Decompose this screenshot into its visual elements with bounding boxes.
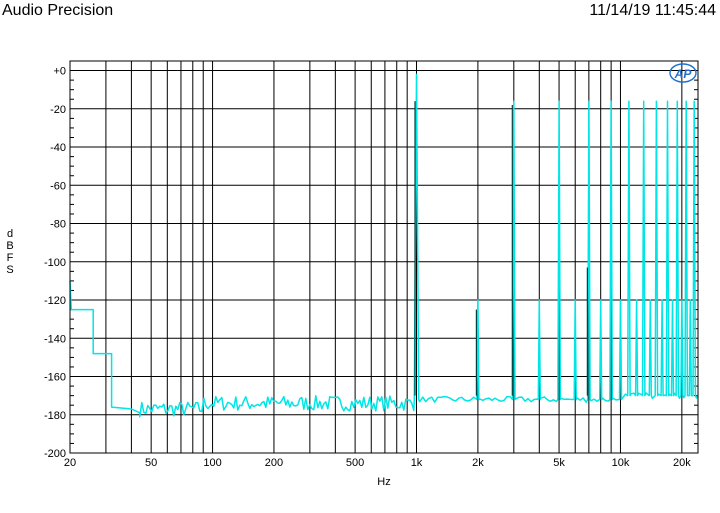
x-tick-label: 1k bbox=[411, 457, 423, 469]
x-tick-labels: 20 50 100 200 500 1k 2k 5k 10k 20k bbox=[64, 457, 691, 469]
brand-label: Audio Precision bbox=[2, 2, 114, 19]
x-tick-label: 100 bbox=[203, 457, 221, 469]
y-tick-label: -80 bbox=[50, 219, 66, 231]
y-tick-labels: +0 -20 -40 -60 -80 -100 -120 -140 -160 -180 -200 bbox=[44, 66, 66, 460]
y-axis-label-char: d bbox=[6, 228, 14, 240]
y-axis-label-char: B bbox=[6, 240, 14, 252]
x-tick-label: 200 bbox=[265, 457, 283, 469]
plot-frame bbox=[69, 60, 699, 454]
x-axis-label: Hz bbox=[377, 476, 390, 488]
y-tick-label: -200 bbox=[44, 448, 66, 460]
x-tick-label: 500 bbox=[346, 457, 364, 469]
ap-logo-icon: AP bbox=[669, 63, 697, 83]
y-tick-label: -180 bbox=[44, 410, 66, 422]
x-tick-label: 20 bbox=[64, 457, 76, 469]
spectrum-trace bbox=[69, 73, 699, 418]
x-tick-label: 20k bbox=[673, 457, 691, 469]
grid bbox=[70, 61, 698, 454]
y-tick-label: -20 bbox=[50, 104, 66, 116]
y-tick-label: -40 bbox=[50, 142, 66, 154]
x-tick-label: 5k bbox=[553, 457, 565, 469]
y-axis-label-char: F bbox=[6, 252, 14, 264]
x-tick-label: 2k bbox=[472, 457, 484, 469]
y-tick-label: -140 bbox=[44, 333, 66, 345]
y-tick-label: -100 bbox=[44, 257, 66, 269]
y-tick-label: -120 bbox=[44, 295, 66, 307]
traces bbox=[69, 73, 699, 418]
svg-text:AP: AP bbox=[674, 67, 693, 81]
x-tick-label: 50 bbox=[145, 457, 157, 469]
y-tick-label: -160 bbox=[44, 372, 66, 384]
x-tick-label: 10k bbox=[612, 457, 630, 469]
timestamp-label: 11/14/19 11:45:44 bbox=[589, 2, 716, 19]
y-tick-label: +0 bbox=[53, 66, 66, 78]
y-tick-label: -60 bbox=[50, 180, 66, 192]
y-axis-label-char: S bbox=[6, 264, 14, 276]
